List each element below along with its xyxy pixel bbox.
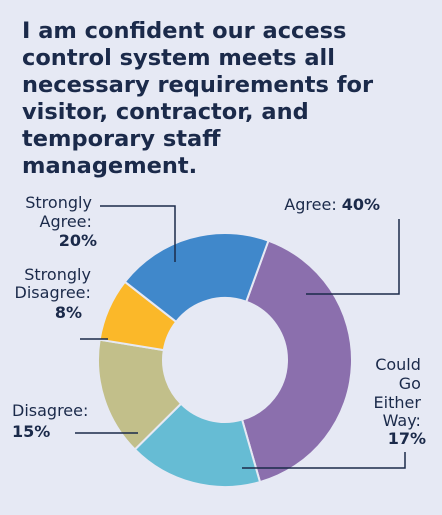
slice-strongly-agree [123,232,270,324]
chart-title-line-3: necessary requirements for [22,72,374,98]
label-disagree: Disagree: 15% [12,401,93,441]
label-agree-value: 40% [342,195,380,214]
slice-agree [240,239,353,484]
label-strongly-agree-line-2: Agree: [40,212,92,231]
chart-title-line-6: management. [22,153,197,179]
label-strongly-disagree: Strongly Disagree: 8% [15,265,96,322]
label-strongly-agree: Strongly Agree: 20% [25,193,97,250]
label-disagree-line-1: Disagree: [12,401,88,420]
chart-title-line-1: I am confident our access [22,18,346,44]
label-could-either-way: Could Go Either Way: 17% [374,355,426,448]
leader-lines [75,205,406,469]
label-strongly-agree-value: 20% [59,231,97,250]
label-strongly-agree-line-1: Strongly [25,193,92,212]
label-strongly-disagree-line-1: Strongly [24,265,91,284]
label-could-value: 17% [388,429,426,448]
label-disagree-value: 15% [12,422,50,441]
label-agree: Agree: 40% [284,195,380,214]
label-agree-line-1: Agree: [284,195,336,214]
label-could-line-2: Go [399,374,421,393]
leader-agree [306,219,400,295]
label-could-line-3: Either [374,393,422,412]
label-could-line-1: Could [375,355,421,374]
chart-title: I am confident our access control system… [22,18,378,179]
label-strongly-disagree-value: 8% [55,303,82,322]
leader-strongly-agree [100,205,176,262]
chart-title-line-4: visitor, contractor, and [22,99,309,125]
label-strongly-disagree-line-2: Disagree: [15,283,91,302]
chart-title-line-2: control system meets all [22,45,335,71]
chart-title-line-5: temporary staff [22,126,221,152]
donut-slices [97,232,353,488]
label-could-line-4: Way: [383,411,421,430]
leader-could-either-way [242,452,406,469]
